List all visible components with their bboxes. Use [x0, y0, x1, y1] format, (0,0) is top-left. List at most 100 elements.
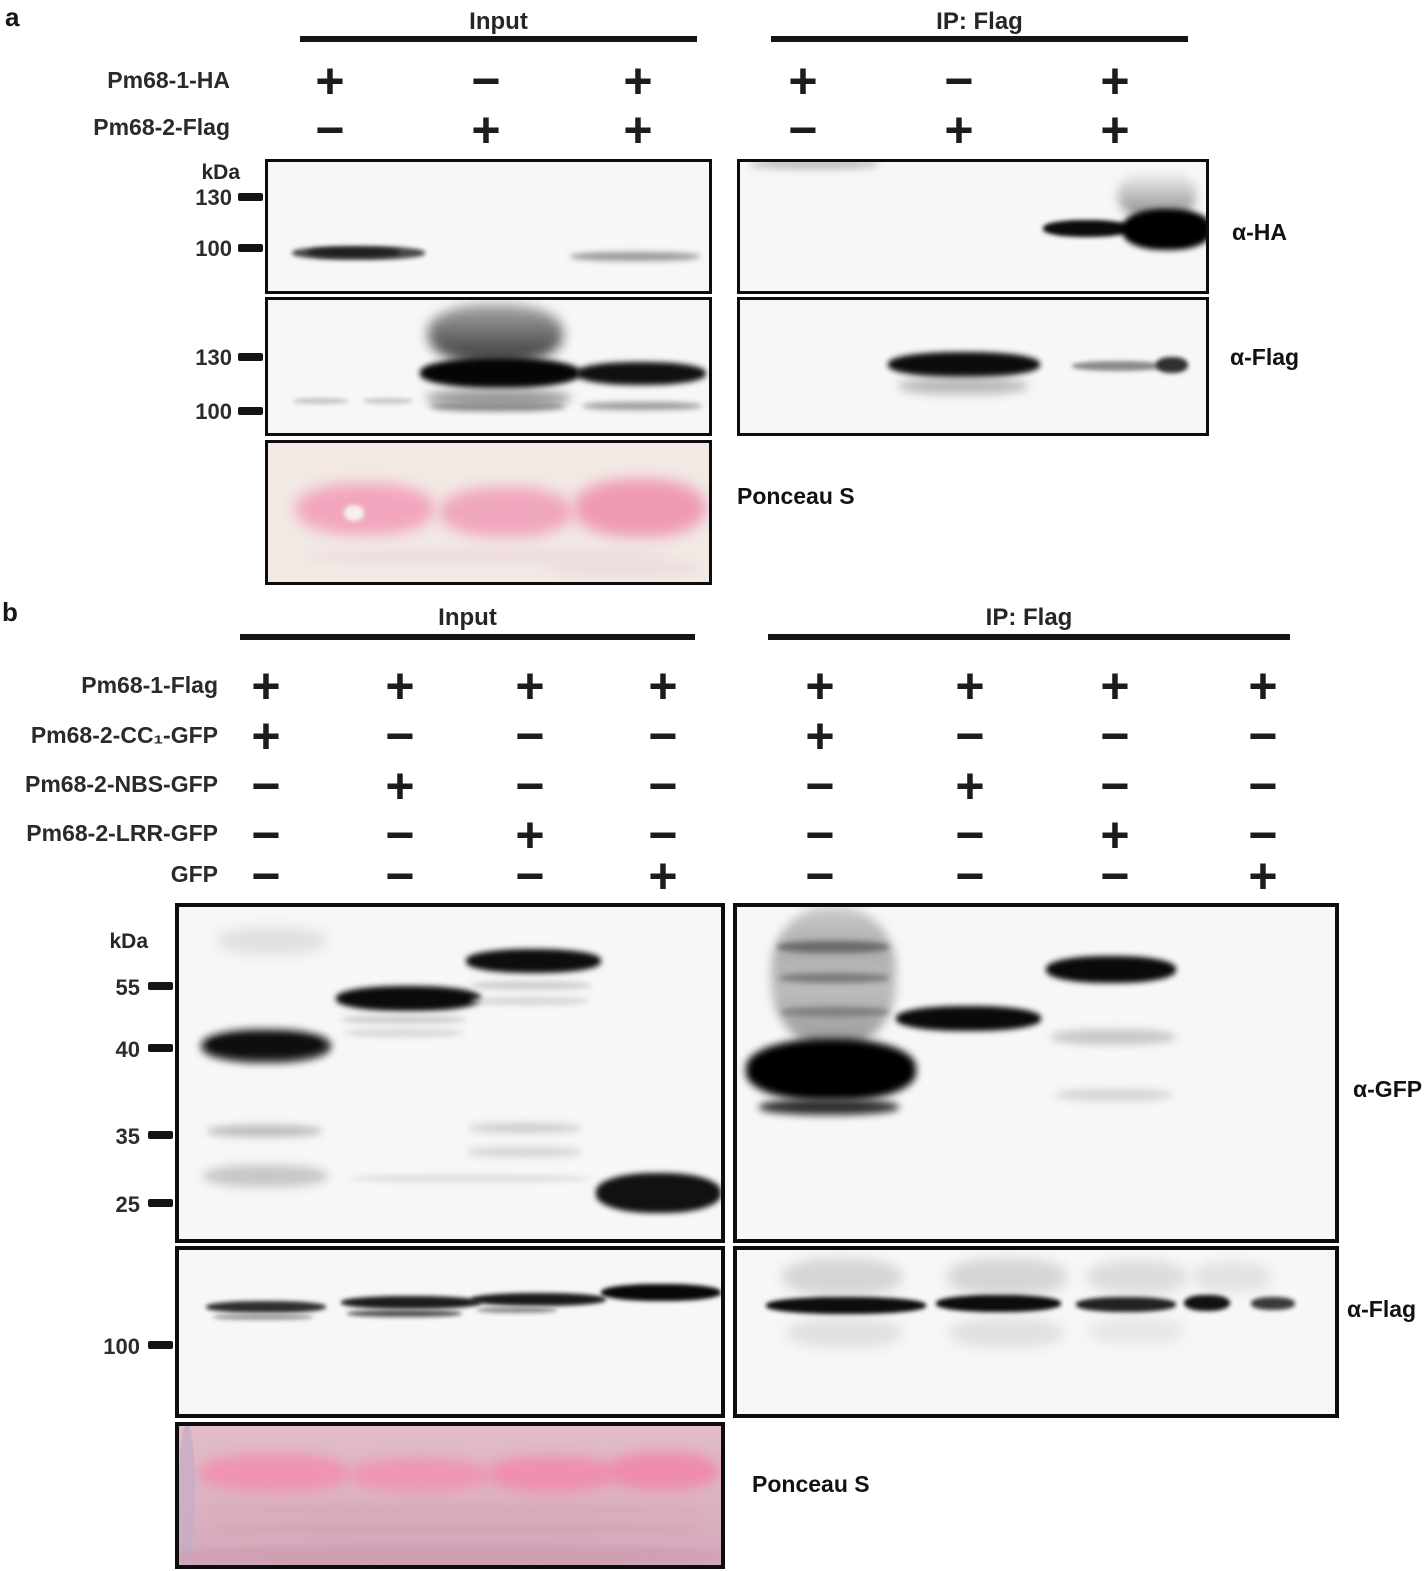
- ponceau-band: [487, 1456, 617, 1492]
- band-smear: [1087, 1260, 1187, 1294]
- band: [1076, 1297, 1176, 1312]
- symbol: +: [955, 758, 985, 814]
- marker-25: 25: [115, 1192, 140, 1217]
- symbol: +: [1100, 658, 1130, 714]
- band: [766, 1297, 926, 1314]
- band: [336, 986, 481, 1011]
- band: [207, 1125, 322, 1137]
- ponceau-band: [440, 487, 572, 537]
- ponceau-speck: [344, 505, 364, 521]
- marker-100: 100: [195, 236, 232, 261]
- band-smear: [898, 378, 1028, 394]
- panel-a-letter: a: [5, 2, 20, 32]
- symbol: −: [1248, 758, 1278, 814]
- band: [1046, 956, 1176, 983]
- blot-a-ip-anti-flag: [737, 297, 1209, 436]
- band: [349, 1175, 589, 1182]
- band: [293, 398, 348, 404]
- symbol: +: [648, 658, 678, 714]
- ponceau-band: [296, 483, 434, 535]
- band: [344, 1029, 464, 1037]
- band-smear: [217, 927, 327, 955]
- symbol: +: [944, 102, 974, 158]
- blot-a-ip-anti-ha: [737, 159, 1209, 294]
- band-smear: [949, 1318, 1064, 1348]
- marker-tick: [238, 407, 263, 415]
- symbol: −: [385, 848, 415, 904]
- symbol: −: [955, 708, 985, 764]
- band: [777, 941, 889, 953]
- band: [471, 981, 591, 990]
- symbol: −: [1248, 708, 1278, 764]
- band-smear: [947, 1258, 1067, 1296]
- band: [1055, 1089, 1173, 1101]
- symbol: +: [515, 807, 545, 863]
- symbol: −: [515, 708, 545, 764]
- band: [746, 1039, 916, 1101]
- band: [1251, 1297, 1295, 1310]
- band: [469, 1123, 581, 1133]
- band: [363, 398, 413, 404]
- symbol: +: [788, 53, 818, 109]
- blot-b-ponceau: [175, 1422, 725, 1569]
- symbol: −: [251, 758, 281, 814]
- marker-100: 100: [103, 1334, 140, 1359]
- symbol: +: [251, 658, 281, 714]
- symbol: +: [515, 658, 545, 714]
- marker-tick: [238, 193, 263, 201]
- ponceau-band: [308, 551, 668, 561]
- band: [1072, 361, 1164, 371]
- symbol: +: [623, 102, 653, 158]
- band: [582, 402, 702, 410]
- band: [1051, 1029, 1176, 1045]
- row-label-pm68-1-ha: Pm68-1-HA: [107, 67, 230, 93]
- ponceau-band: [574, 479, 706, 537]
- band: [781, 1007, 889, 1017]
- band: [203, 1165, 328, 1187]
- marker-tick: [148, 1044, 173, 1052]
- panel-a-input-header: Input: [469, 8, 528, 35]
- blot-b-input-anti-gfp: [175, 903, 725, 1243]
- panel-b-letter: b: [2, 597, 18, 627]
- symbol: −: [648, 708, 678, 764]
- symbol: −: [1100, 758, 1130, 814]
- band: [576, 362, 706, 385]
- antibody-label-a-flag: α-Flag: [1230, 344, 1300, 370]
- symbol: +: [385, 758, 415, 814]
- panel-a-ip-underline: [771, 36, 1188, 42]
- blot-a-input-anti-flag: [265, 297, 712, 436]
- symbol: −: [648, 807, 678, 863]
- band: [1043, 220, 1131, 237]
- symbol: −: [648, 758, 678, 814]
- blot-a-input-anti-ha: [265, 159, 712, 294]
- row-label-pm68-2-flag: Pm68-2-Flag: [93, 114, 230, 140]
- row-label-gfp: GFP: [170, 861, 218, 887]
- symbol: +: [1100, 102, 1130, 158]
- band: [1156, 357, 1188, 373]
- band: [308, 248, 400, 257]
- marker-tick: [148, 982, 173, 990]
- panel-a-ip-header: IP: Flag: [936, 8, 1023, 35]
- ponceau-band: [548, 561, 698, 575]
- band: [570, 252, 700, 261]
- symbol: −: [955, 848, 985, 904]
- marker-tick: [148, 1341, 173, 1349]
- band: [209, 1035, 321, 1055]
- marker-tick: [148, 1199, 173, 1207]
- symbol: −: [788, 102, 818, 158]
- row-label-pm68-1-flag: Pm68-1-Flag: [81, 672, 218, 698]
- marker-100: 100: [195, 399, 232, 424]
- antibody-label-b-gfp: α-GFP: [1353, 1076, 1423, 1102]
- marker-40: 40: [115, 1037, 140, 1062]
- ponceau-band: [204, 1504, 704, 1516]
- symbol: +: [805, 658, 835, 714]
- ponceau-band: [349, 1458, 489, 1492]
- symbol: +: [251, 708, 281, 764]
- symbol: +: [385, 658, 415, 714]
- band: [477, 1307, 557, 1313]
- symbol: +: [1248, 658, 1278, 714]
- kda-unit-label-a: kDa: [201, 161, 240, 184]
- marker-130: 130: [195, 345, 232, 370]
- marker-tick: [238, 353, 263, 361]
